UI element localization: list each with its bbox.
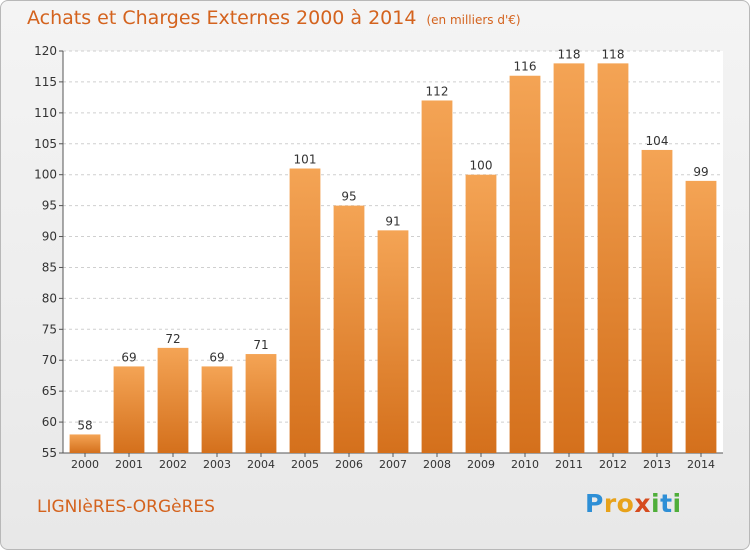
y-tick-label: 85 [42,260,57,274]
bar-value-label: 118 [602,47,625,61]
bar-value-label: 99 [693,165,708,179]
x-tick-label: 2009 [467,458,495,471]
bar [333,205,365,453]
y-tick-label: 110 [34,106,57,120]
proxiti-logo: Proxiti [585,489,682,518]
x-tick-label: 2005 [291,458,319,471]
y-tick-label: 80 [42,291,57,305]
x-tick-label: 2011 [555,458,583,471]
x-tick-label: 2013 [643,458,671,471]
y-tick-label: 70 [42,353,57,367]
bar-value-label: 104 [646,134,669,148]
chart-subtitle: (en milliers d'€) [426,13,521,27]
bar-value-label: 95 [341,190,356,204]
y-tick-label: 100 [34,168,57,182]
commune-name: LIGNIèRES-ORGèRES [37,497,215,517]
bar [245,354,277,453]
bar [421,100,453,453]
logo-letter: r [603,489,617,518]
y-tick-label: 105 [34,137,57,151]
x-tick-label: 2000 [71,458,99,471]
bar [509,75,541,453]
x-tick-label: 2010 [511,458,539,471]
bar-value-label: 69 [209,350,224,364]
bar-value-label: 118 [558,47,581,61]
y-tick-label: 90 [42,230,57,244]
bar [289,168,321,453]
bar-value-label: 101 [294,153,317,167]
x-tick-label: 2002 [159,458,187,471]
logo-letter: x [634,489,651,518]
bar-value-label: 69 [121,350,136,364]
x-tick-label: 2003 [203,458,231,471]
bar [641,149,673,453]
y-tick-label: 95 [42,199,57,213]
bar [157,347,189,453]
bar-value-label: 72 [165,332,180,346]
bar [465,174,497,453]
logo-letter: i [651,489,661,518]
logo-letter: P [585,489,604,518]
logo-letter: o [616,489,635,518]
chart-title: Achats et Charges Externes 2000 à 2014 (e… [27,7,521,29]
logo-letter: i [672,489,682,518]
bar [597,63,629,453]
x-tick-label: 2007 [379,458,407,471]
bar [553,63,585,453]
bar [113,366,145,453]
y-tick-label: 120 [34,44,57,58]
bar [685,180,717,453]
y-tick-label: 65 [42,384,57,398]
bar-value-label: 58 [77,418,92,432]
x-tick-label: 2001 [115,458,143,471]
bar-value-label: 112 [426,84,449,98]
logo-letter: t [660,489,673,518]
x-tick-label: 2006 [335,458,363,471]
y-tick-label: 60 [42,415,57,429]
bar [69,434,101,453]
bar-value-label: 100 [470,159,493,173]
bar [377,230,409,453]
x-tick-label: 2004 [247,458,275,471]
y-tick-label: 55 [42,446,57,460]
y-tick-label: 75 [42,322,57,336]
bar-value-label: 116 [514,60,537,74]
bar [201,366,233,453]
chart-title-text: Achats et Charges Externes 2000 à 2014 [27,7,417,29]
x-tick-label: 2008 [423,458,451,471]
bar-value-label: 91 [385,214,400,228]
bar-value-label: 71 [253,338,268,352]
x-tick-label: 2014 [687,458,715,471]
x-tick-label: 2012 [599,458,627,471]
y-tick-label: 115 [34,75,57,89]
